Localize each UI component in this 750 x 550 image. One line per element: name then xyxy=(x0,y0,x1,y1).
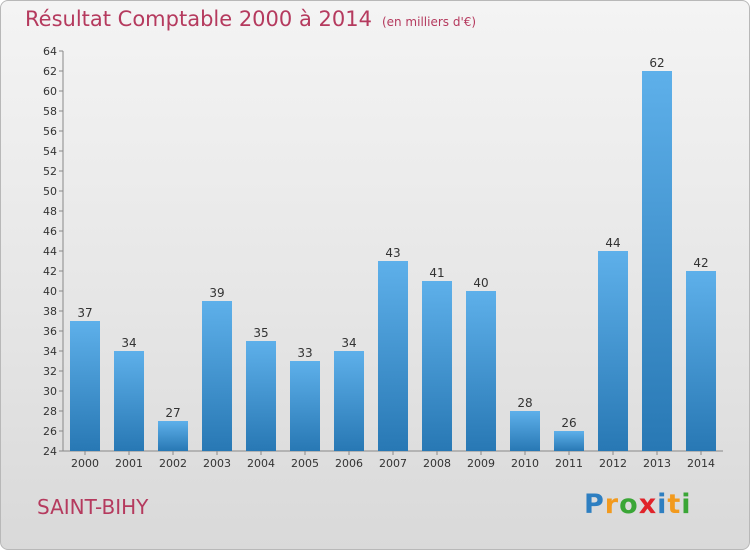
x-tick-label: 2008 xyxy=(423,457,451,470)
y-tick-label: 52 xyxy=(43,165,57,178)
logo-letter: t xyxy=(667,489,682,520)
axes: 24 26 28 30 32 34 36 38 40 42 44 46 48 50 52 54 56 58 60 62… xyxy=(43,45,723,470)
y-tick-label: 56 xyxy=(43,125,57,138)
x-tick-label: 2002 xyxy=(159,457,187,470)
bar-2008 xyxy=(422,281,452,451)
y-tick-label: 54 xyxy=(43,145,57,158)
proxiti-logo: Proxiti xyxy=(584,489,692,520)
y-tick-label: 64 xyxy=(43,45,57,58)
bar-2000 xyxy=(70,321,100,451)
chart-title: Résultat Comptable 2000 à 2014 (en millie… xyxy=(25,7,476,31)
y-tick-label: 50 xyxy=(43,185,57,198)
y-tick-label: 28 xyxy=(43,405,57,418)
value-label: 43 xyxy=(385,246,400,260)
logo-letter: P xyxy=(584,489,605,520)
y-tick-label: 34 xyxy=(43,345,57,358)
title-unit: (en milliers d'€) xyxy=(381,15,477,29)
y-tick-label: 58 xyxy=(43,105,57,118)
x-tick-label: 2009 xyxy=(467,457,495,470)
value-label: 34 xyxy=(341,336,356,350)
value-label: 26 xyxy=(561,416,576,430)
bar-2004 xyxy=(246,341,276,451)
bar-2014 xyxy=(686,271,716,451)
value-label: 41 xyxy=(429,266,444,280)
value-label: 37 xyxy=(77,306,92,320)
bars: 37 34 27 39 35 33 34 43 41 40 28 26 44 62 42 xyxy=(70,56,716,451)
y-tick-label: 24 xyxy=(43,445,57,458)
y-tick-label: 38 xyxy=(43,305,57,318)
y-tick-label: 46 xyxy=(43,225,57,238)
value-label: 34 xyxy=(121,336,136,350)
x-tick-label: 2013 xyxy=(643,457,671,470)
bar-2007 xyxy=(378,261,408,451)
y-tick-label: 36 xyxy=(43,325,57,338)
commune-name: SAINT-BIHY xyxy=(37,495,149,519)
y-tick-label: 60 xyxy=(43,85,57,98)
y-tick-label: 32 xyxy=(43,365,57,378)
y-tick-label: 30 xyxy=(43,385,57,398)
logo-letter: i xyxy=(681,489,692,520)
x-tick-label: 2003 xyxy=(203,457,231,470)
bar-2002 xyxy=(158,421,188,451)
x-tick-label: 2014 xyxy=(687,457,715,470)
bar-2013 xyxy=(642,71,672,451)
bar-2001 xyxy=(114,351,144,451)
bar-2012 xyxy=(598,251,628,451)
value-label: 44 xyxy=(605,236,620,250)
logo-letter: x xyxy=(638,489,658,520)
x-tick-label: 2001 xyxy=(115,457,143,470)
logo-letter: o xyxy=(619,489,639,520)
value-label: 40 xyxy=(473,276,488,290)
logo-letter: r xyxy=(604,489,620,520)
value-label: 42 xyxy=(693,256,708,270)
y-tick-label: 62 xyxy=(43,65,57,78)
bar-2011 xyxy=(554,431,584,451)
x-tick-label: 2011 xyxy=(555,457,583,470)
x-tick-label: 2005 xyxy=(291,457,319,470)
x-tick-label: 2004 xyxy=(247,457,275,470)
x-tick-label: 2007 xyxy=(379,457,407,470)
value-label: 35 xyxy=(253,326,268,340)
bar-2006 xyxy=(334,351,364,451)
y-tick-label: 26 xyxy=(43,425,57,438)
logo-letter: i xyxy=(657,489,668,520)
y-tick-label: 44 xyxy=(43,245,57,258)
x-tick-label: 2000 xyxy=(71,457,99,470)
y-tick-label: 42 xyxy=(43,265,57,278)
value-label: 62 xyxy=(649,56,664,70)
value-label: 39 xyxy=(209,286,224,300)
title-main: Résultat Comptable 2000 à 2014 xyxy=(25,7,372,31)
value-label: 33 xyxy=(297,346,312,360)
x-tick-label: 2006 xyxy=(335,457,363,470)
bar-2005 xyxy=(290,361,320,451)
bar-2009 xyxy=(466,291,496,451)
value-label: 27 xyxy=(165,406,180,420)
bar-2010 xyxy=(510,411,540,451)
x-tick-label: 2012 xyxy=(599,457,627,470)
y-tick-label: 48 xyxy=(43,205,57,218)
value-label: 28 xyxy=(517,396,532,410)
bar-2003 xyxy=(202,301,232,451)
y-tick-label: 40 xyxy=(43,285,57,298)
x-tick-label: 2010 xyxy=(511,457,539,470)
